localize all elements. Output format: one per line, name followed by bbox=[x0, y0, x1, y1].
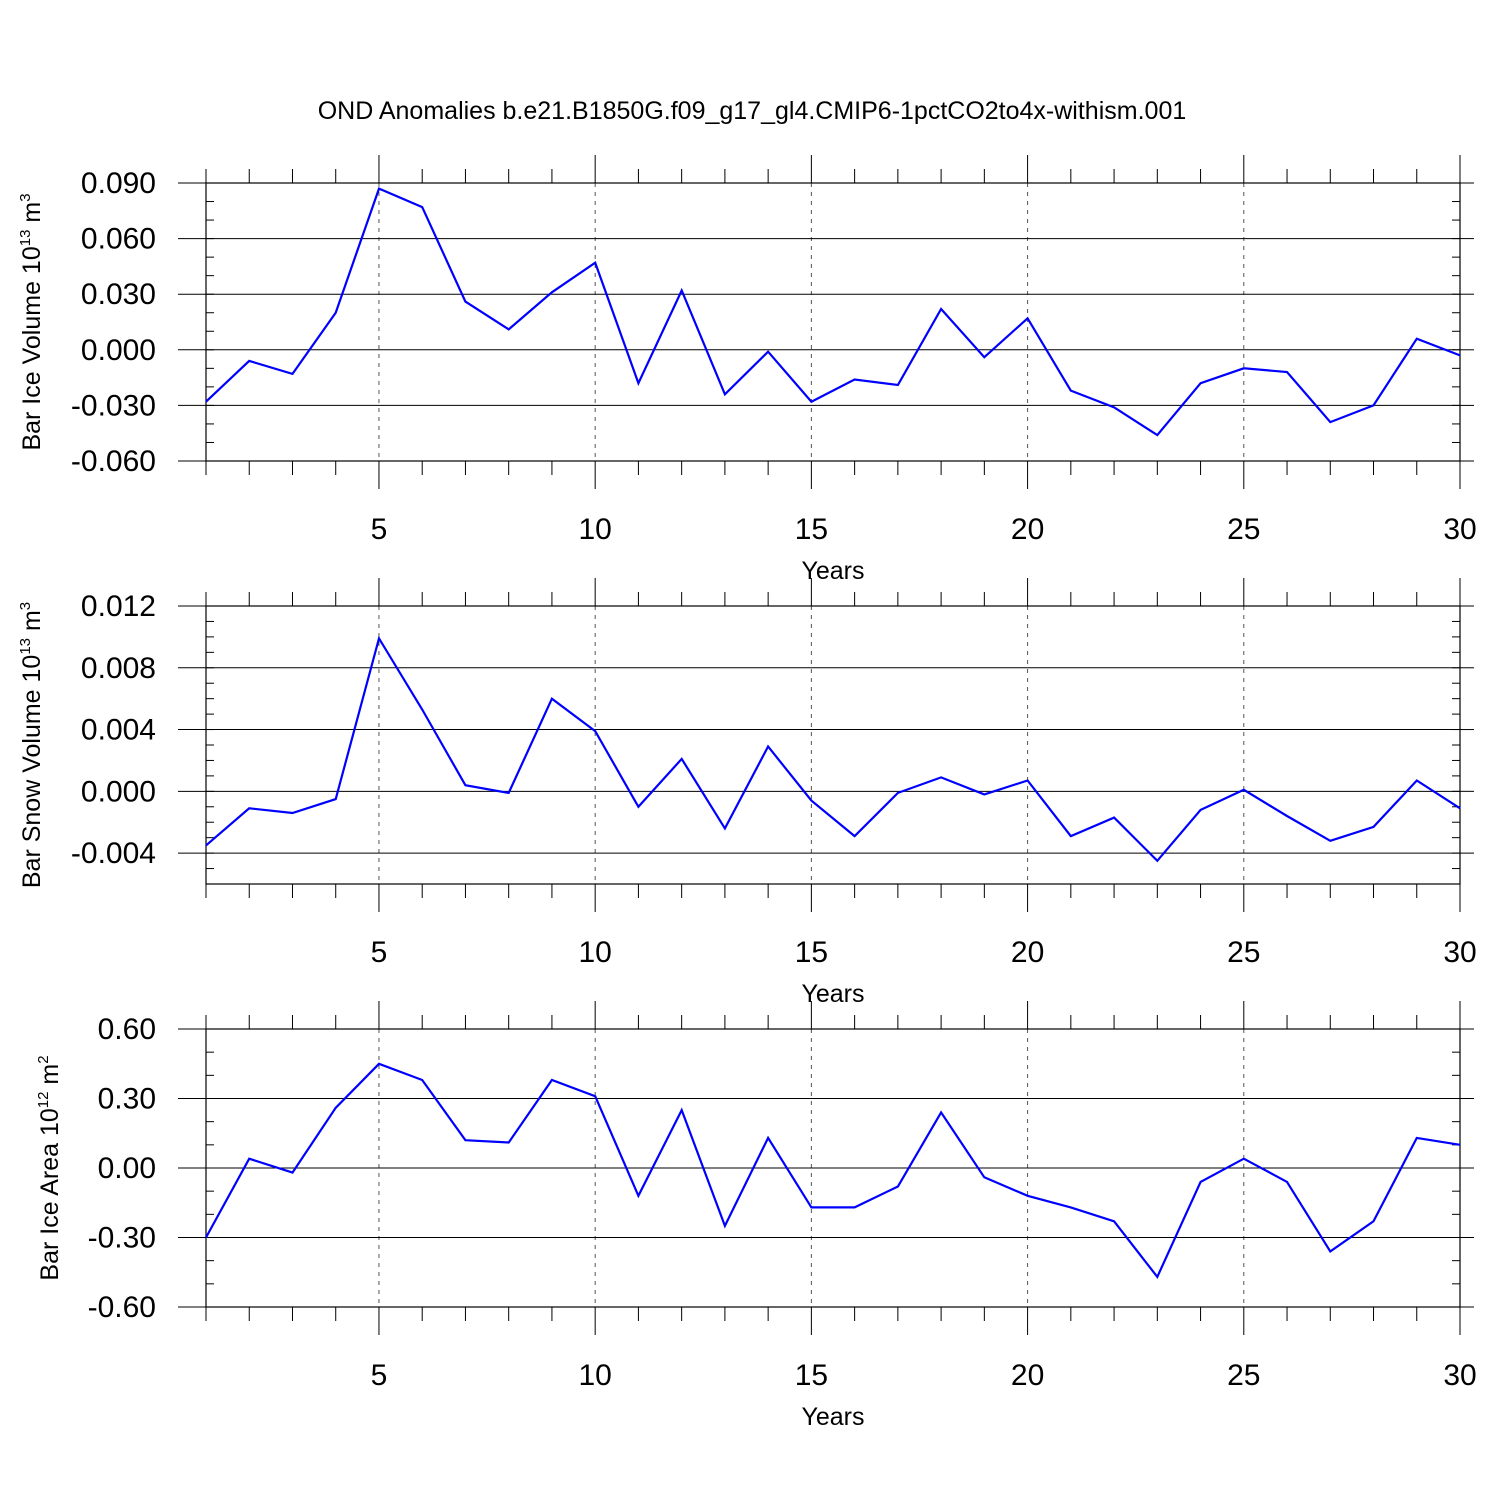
x-tick-label: 30 bbox=[1443, 936, 1476, 969]
x-tick-label: 30 bbox=[1443, 513, 1476, 546]
y-axis-title: Bar Snow Volume 1013 m3 bbox=[17, 602, 46, 888]
plot-frame bbox=[205, 182, 1461, 462]
y-tick-label: 0.060 bbox=[81, 223, 156, 256]
chart-panel-1: -0.060 -0.030 0.000 0.030 0.060 0.090 5 10 15 20 2… bbox=[17, 155, 1477, 585]
figure-title: OND Anomalies b.e21.B1850G.f09_g17_gl4.C… bbox=[318, 97, 1187, 125]
y-tick-label: -0.030 bbox=[71, 389, 156, 422]
y-tick-label: 0.030 bbox=[81, 278, 156, 311]
series-line bbox=[205, 635, 1461, 863]
x-tick-label: 25 bbox=[1227, 936, 1260, 969]
x-tick-label: 15 bbox=[795, 1359, 828, 1392]
x-tick-label: 20 bbox=[1011, 936, 1044, 969]
x-tick-label: 5 bbox=[371, 936, 388, 969]
chart-panel-3: -0.60 -0.30 0.00 0.30 0.60 5 10 15 20 25 30 Years Ba… bbox=[35, 1001, 1477, 1431]
y-tick-label: 0.60 bbox=[98, 1013, 156, 1046]
y-tick-label: -0.30 bbox=[88, 1222, 156, 1255]
x-tick-label: 10 bbox=[578, 936, 611, 969]
x-tick-label: 5 bbox=[371, 513, 388, 546]
y-tick-label: -0.060 bbox=[71, 445, 156, 478]
plot-frame bbox=[205, 605, 1461, 885]
series-line bbox=[205, 1062, 1461, 1280]
y-tick-label: 0.000 bbox=[81, 775, 156, 808]
x-axis-title: Years bbox=[801, 557, 864, 585]
x-tick-label: 30 bbox=[1443, 1359, 1476, 1392]
x-axis-title: Years bbox=[801, 980, 864, 1008]
x-tick-label: 15 bbox=[795, 936, 828, 969]
y-tick-label: 0.008 bbox=[81, 652, 156, 685]
y-tick-label: 0.30 bbox=[98, 1083, 156, 1116]
series-line bbox=[205, 187, 1461, 437]
x-tick-label: 5 bbox=[371, 1359, 388, 1392]
x-tick-label: 20 bbox=[1011, 1359, 1044, 1392]
y-tick-label: 0.000 bbox=[81, 334, 156, 367]
plot-frame bbox=[205, 1028, 1461, 1308]
x-tick-label: 25 bbox=[1227, 1359, 1260, 1392]
y-tick-label: -0.004 bbox=[71, 837, 156, 870]
x-axis-title: Years bbox=[801, 1403, 864, 1431]
chart-panel-2: -0.004 0.000 0.004 0.008 0.012 5 10 15 20 25 30 Yea… bbox=[17, 578, 1477, 1008]
y-tick-label: 0.00 bbox=[98, 1152, 156, 1185]
y-tick-label: 0.004 bbox=[81, 714, 156, 747]
x-tick-label: 20 bbox=[1011, 513, 1044, 546]
y-tick-label: 0.090 bbox=[81, 167, 156, 200]
chart-panels: -0.060 -0.030 0.000 0.030 0.060 0.090 5 10 15 20 2… bbox=[17, 155, 1477, 1431]
x-tick-label: 25 bbox=[1227, 513, 1260, 546]
y-tick-label: 0.012 bbox=[81, 590, 156, 623]
x-tick-label: 10 bbox=[578, 1359, 611, 1392]
y-tick-label: -0.60 bbox=[88, 1291, 156, 1324]
y-axis-title: Bar Ice Area 1012 m2 bbox=[35, 1055, 64, 1280]
x-tick-label: 10 bbox=[578, 513, 611, 546]
x-tick-label: 15 bbox=[795, 513, 828, 546]
y-axis-title: Bar Ice Volume 1013 m3 bbox=[17, 193, 46, 450]
